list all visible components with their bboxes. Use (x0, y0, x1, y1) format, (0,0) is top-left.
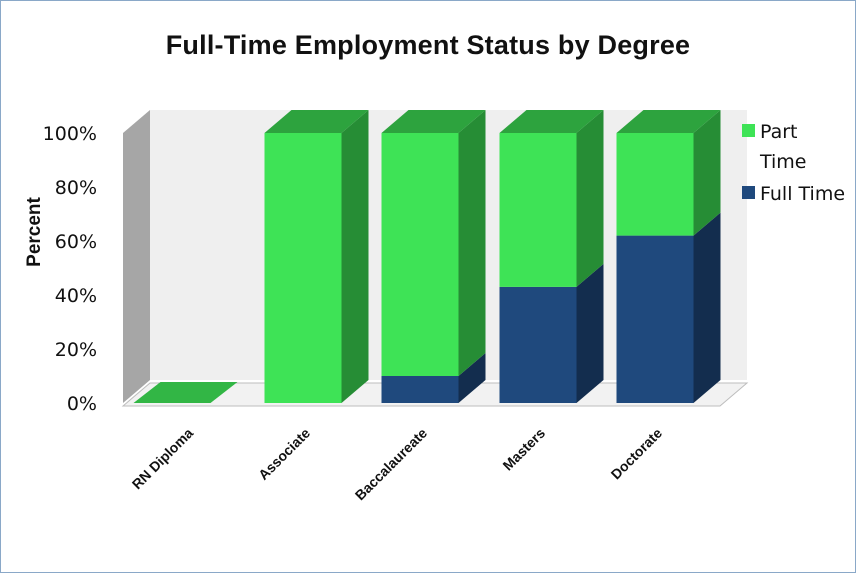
y-tick-label: 20% (55, 339, 97, 361)
bar-segment (381, 376, 459, 403)
bar-segment (381, 133, 459, 376)
bar-side (458, 353, 486, 403)
x-tick-label: Doctorate (608, 425, 666, 483)
bar-side (693, 110, 721, 236)
y-tick-label: 40% (55, 285, 97, 307)
bar-segment (499, 286, 577, 403)
x-tick-label: Baccalaureate (352, 425, 431, 504)
bar-segment (499, 133, 577, 287)
y-axis-label: Percent (24, 196, 45, 266)
bar-side (576, 263, 604, 403)
bar-segment (616, 235, 694, 403)
legend-swatch (742, 124, 755, 137)
bar-segment (133, 382, 238, 403)
x-tick-label: Associate (255, 425, 313, 483)
legend-label: Full Time (760, 183, 845, 205)
chart-title: Full-Time Employment Status by Degree (165, 30, 691, 60)
bar-top (264, 110, 369, 133)
x-tick-label: Masters (499, 425, 548, 474)
bar-top (381, 110, 486, 133)
y-tick-label: 100% (43, 123, 97, 145)
side-wall (123, 110, 150, 403)
x-tick-label: RN Diploma (129, 425, 197, 493)
y-tick-label: 60% (55, 231, 97, 253)
bar-top (616, 110, 721, 133)
bar-side (458, 110, 486, 376)
bar-segment (616, 133, 694, 236)
bar-side (576, 110, 604, 287)
bar-side (693, 212, 721, 403)
bar-segment (264, 133, 342, 403)
y-tick-label: 80% (55, 177, 97, 199)
y-tick-label: 0% (67, 393, 97, 415)
legend-label: Part (760, 121, 798, 143)
legend-swatch (742, 186, 755, 199)
bar-side (341, 110, 369, 403)
bar-top (499, 110, 604, 133)
legend-label: Time (759, 151, 807, 173)
